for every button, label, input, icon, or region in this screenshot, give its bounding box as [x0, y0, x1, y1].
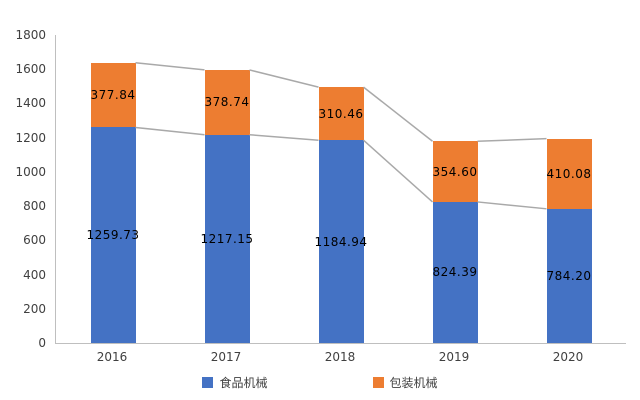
y-tick-label: 1000 — [15, 164, 46, 179]
bar-segment-2019-series-1: 354.60 — [432, 141, 478, 202]
legend-item-series-1: 包装机械 — [372, 374, 438, 391]
legend-label-series-0: 食品机械 — [219, 376, 268, 390]
bar-segment-2020-series-1: 410.08 — [546, 138, 592, 209]
y-tick-label: 1600 — [15, 62, 46, 77]
bar-segment-2016-series-1: 377.84 — [90, 62, 136, 128]
bar-segment-2016-series-0: 1259.73 — [86, 127, 139, 343]
x-tick-label-2019: 2019 — [438, 350, 470, 364]
y-tick-label: 1800 — [15, 28, 46, 42]
y-tick-label: 600 — [23, 233, 46, 248]
x-tick-label-2016: 2016 — [96, 350, 128, 364]
bar-segment-2019-series-0: 824.39 — [432, 201, 478, 343]
legend: 食品机械 包装机械 — [0, 374, 640, 391]
x-tick-label-2020: 2020 — [552, 350, 584, 364]
bar-segment-2018-series-0: 1184.94 — [314, 140, 367, 343]
bar-value-label: 1259.73 — [86, 228, 140, 243]
bar-value-label: 784.20 — [546, 268, 592, 283]
connector-line — [477, 137, 547, 143]
y-tick-label: 400 — [23, 267, 46, 282]
connector-line — [135, 126, 205, 136]
legend-item-series-0: 食品机械 — [202, 374, 268, 391]
y-tick-label: 0 — [38, 336, 46, 350]
bar-segment-2018-series-1: 310.46 — [318, 87, 364, 141]
bar-value-label: 354.60 — [432, 164, 478, 179]
legend-swatch-blue — [202, 377, 214, 388]
legend-swatch-orange — [372, 377, 384, 388]
connector-line — [477, 201, 547, 210]
connector-line — [135, 62, 205, 71]
connector-line — [249, 133, 319, 141]
bar-segment-2017-series-0: 1217.15 — [200, 134, 253, 343]
connector-line — [363, 139, 433, 203]
connector-line — [363, 86, 433, 142]
legend-label-series-1: 包装机械 — [389, 376, 438, 390]
bar-segment-2020-series-0: 784.20 — [546, 208, 592, 343]
y-tick-label: 1400 — [15, 96, 46, 111]
bar-value-label: 824.39 — [432, 265, 478, 280]
bar-value-label: 378.74 — [204, 95, 250, 110]
bar-value-label: 310.46 — [318, 106, 364, 121]
y-tick-label: 1200 — [15, 130, 46, 145]
connector-line — [249, 69, 319, 88]
bar-value-label: 1217.15 — [200, 231, 254, 246]
bar-value-label: 410.08 — [546, 166, 592, 181]
y-tick-label: 200 — [23, 301, 46, 316]
x-tick-label-2018: 2018 — [324, 350, 356, 364]
bar-value-label: 377.84 — [90, 88, 136, 103]
bar-segment-2017-series-1: 378.74 — [204, 69, 250, 135]
x-tick-label-2017: 2017 — [210, 350, 242, 364]
plot-area: 1259.73 377.84 1217.15 378.74 1184.94 310.46 8… — [55, 35, 626, 344]
y-tick-label: 800 — [23, 199, 46, 214]
bar-value-label: 1184.94 — [314, 234, 368, 249]
